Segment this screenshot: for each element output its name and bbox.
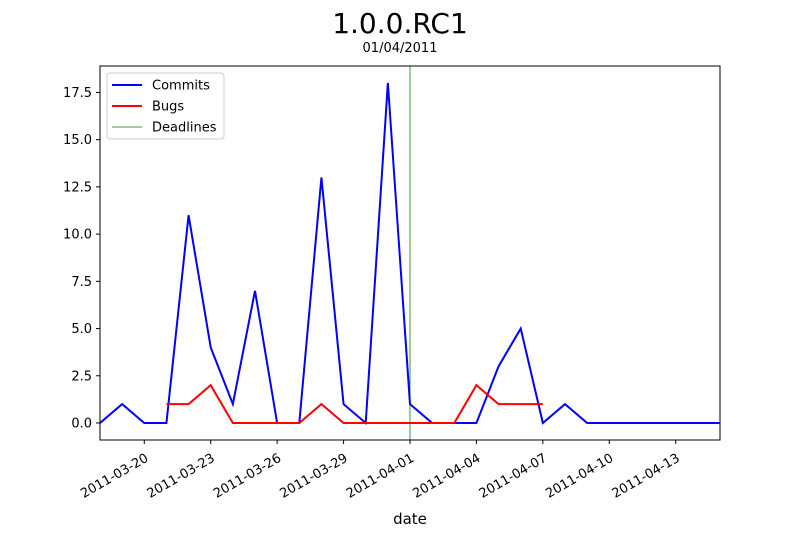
- x-tick-label: 2011-04-13: [610, 451, 683, 502]
- x-tick-label: 2011-03-29: [278, 451, 351, 502]
- series-line-commits: [99, 82, 720, 426]
- y-tick-label: 0.0: [71, 417, 92, 432]
- series-line-bugs: [166, 383, 543, 424]
- y-axis: 0.0 2.5 5.0 7.5 10.0 12.5 15.0 17.5: [63, 86, 100, 432]
- x-tick-label: 2011-04-07: [477, 451, 550, 502]
- y-tick-label: 5.0: [71, 322, 92, 337]
- x-tick-label: 2011-03-20: [78, 451, 151, 502]
- legend-label-commits: Commits: [152, 79, 210, 94]
- legend: Commits Bugs Deadlines: [106, 72, 225, 140]
- x-axis-label: date: [393, 510, 427, 528]
- y-tick-label: 12.5: [63, 180, 92, 195]
- x-tick-label: 2011-04-04: [410, 451, 483, 502]
- x-tick-label: 2011-04-01: [344, 451, 417, 502]
- x-tick-label: 2011-03-26: [211, 451, 284, 502]
- x-tick-label: 2011-03-23: [145, 451, 218, 502]
- y-tick-label: 2.5: [71, 369, 92, 384]
- plot-area: [99, 66, 720, 440]
- y-tick-label: 15.0: [63, 133, 92, 148]
- x-axis: 2011-03-202011-03-232011-03-262011-03-29…: [78, 440, 683, 502]
- y-tick-label: 10.0: [63, 228, 92, 243]
- chart-subtitle: 01/04/2011: [363, 41, 438, 56]
- x-tick-label: 2011-04-10: [543, 451, 616, 502]
- legend-box: [106, 72, 225, 140]
- y-tick-label: 17.5: [63, 86, 92, 101]
- chart-title: 1.0.0.RC1: [332, 7, 468, 40]
- legend-label-deadlines: Deadlines: [152, 121, 217, 136]
- y-tick-label: 7.5: [71, 275, 92, 290]
- legend-label-bugs: Bugs: [152, 100, 184, 115]
